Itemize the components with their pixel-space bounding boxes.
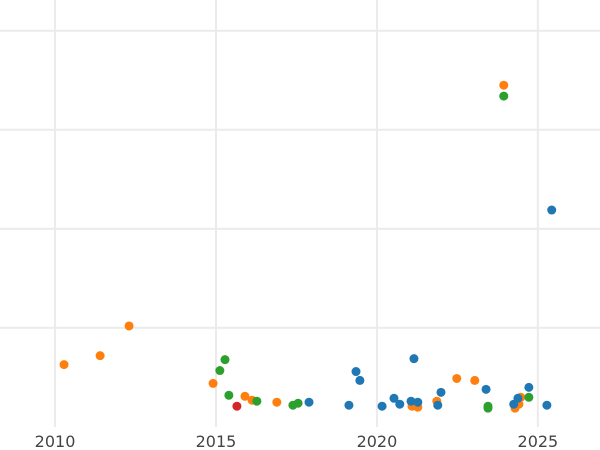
grid bbox=[0, 0, 600, 427]
x-tick-label: 2015 bbox=[196, 432, 237, 450]
data-point bbox=[304, 397, 314, 407]
data-point bbox=[95, 351, 105, 361]
data-point bbox=[215, 366, 225, 376]
data-point bbox=[547, 205, 557, 215]
data-point bbox=[355, 375, 365, 385]
data-point bbox=[59, 360, 69, 370]
data-point bbox=[542, 400, 552, 410]
data-point bbox=[499, 91, 509, 101]
points bbox=[59, 80, 557, 413]
data-point bbox=[272, 397, 282, 407]
data-point bbox=[351, 367, 361, 377]
data-point bbox=[413, 397, 423, 407]
data-point bbox=[409, 354, 419, 364]
data-point bbox=[344, 400, 354, 410]
data-point bbox=[252, 396, 262, 406]
data-point bbox=[220, 355, 230, 365]
data-point bbox=[481, 384, 491, 394]
data-point bbox=[124, 321, 134, 331]
data-point bbox=[433, 400, 443, 410]
data-point bbox=[293, 398, 303, 408]
data-point bbox=[406, 396, 416, 406]
data-point bbox=[483, 403, 493, 413]
data-point bbox=[377, 401, 387, 411]
data-point bbox=[436, 387, 446, 397]
data-point bbox=[240, 391, 250, 401]
data-point bbox=[208, 378, 218, 388]
x-tick-label: 2010 bbox=[35, 432, 76, 450]
data-point bbox=[499, 80, 509, 90]
data-point bbox=[395, 399, 405, 409]
x-tick-labels: 2010 2015 2020 2025 bbox=[35, 432, 559, 450]
data-point bbox=[470, 375, 480, 385]
data-point bbox=[524, 382, 534, 392]
x-tick-label: 2025 bbox=[518, 432, 559, 450]
x-tick-label: 2020 bbox=[357, 432, 398, 450]
data-point bbox=[452, 373, 462, 383]
data-point bbox=[524, 392, 534, 402]
data-point bbox=[389, 393, 399, 403]
data-point bbox=[232, 401, 242, 411]
data-point bbox=[224, 390, 234, 400]
data-point bbox=[513, 393, 523, 403]
